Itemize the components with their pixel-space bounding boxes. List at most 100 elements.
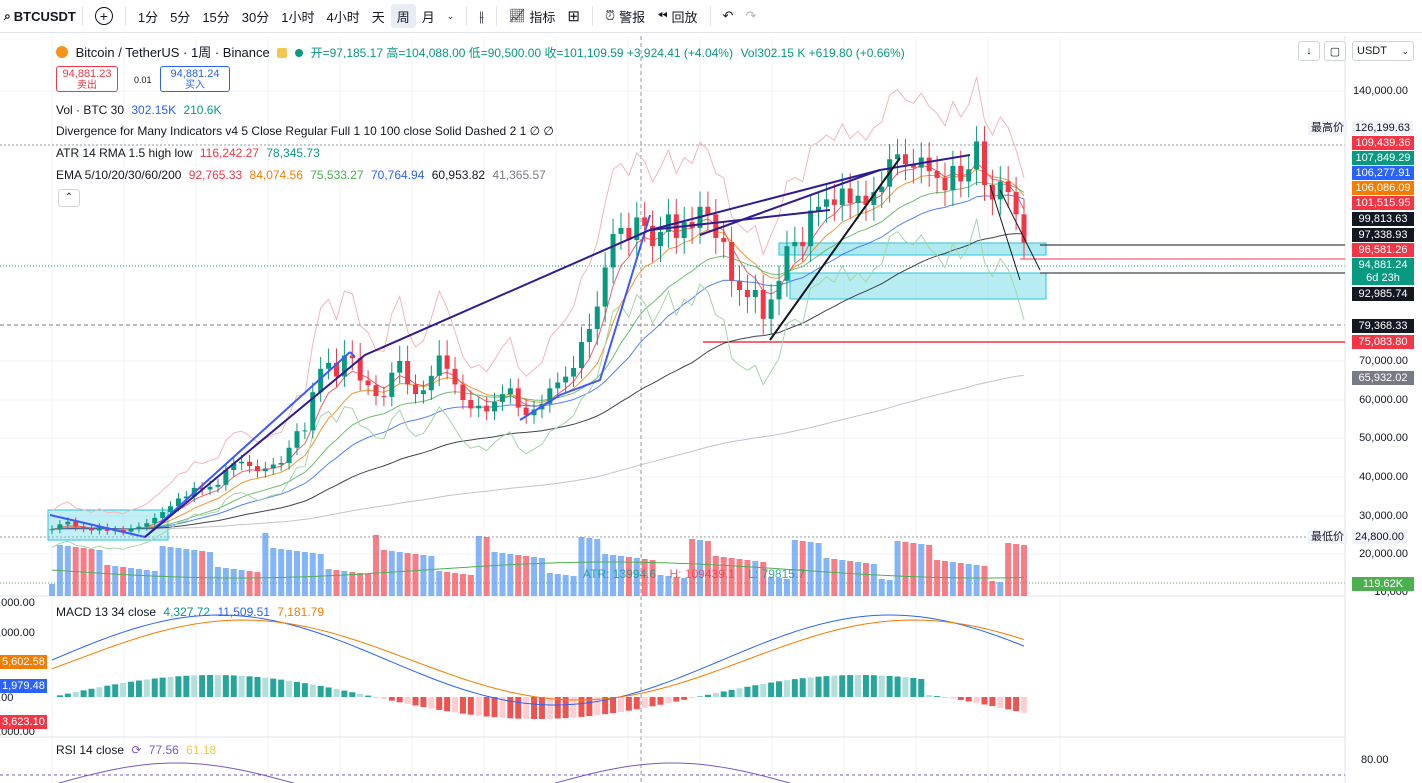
candle — [737, 265, 743, 306]
candle — [934, 155, 940, 194]
candle — [49, 525, 55, 535]
candle — [436, 340, 442, 387]
candle — [468, 390, 474, 418]
candle — [326, 348, 332, 380]
candle — [578, 326, 584, 379]
candle — [270, 457, 276, 476]
timeframe-2[interactable]: 15分 — [202, 9, 230, 25]
candle — [950, 150, 956, 207]
replay-button[interactable]: ⏪︎ 回放 — [651, 4, 703, 28]
currency-select[interactable]: USDT ⌄ — [1352, 41, 1414, 61]
timeframe-group: 1分 5分 15分 30分 1小时 4小时天周月 — [132, 4, 441, 28]
sell-button[interactable]: 94,881.23 卖出 — [56, 66, 118, 92]
divider — [591, 6, 593, 26]
candle — [341, 340, 347, 387]
candle — [602, 252, 608, 323]
candle — [816, 191, 822, 227]
atr-overlay: ATR: 13994.6 H: 109439.1 L: 79815.7 — [583, 567, 809, 581]
volume-values: Vol302.15 K +619.80 (+0.66%) — [740, 46, 905, 60]
atr-overlay-text: ATR: 13994.6 — [583, 567, 657, 581]
compare-button[interactable]: + — [89, 4, 119, 28]
candle — [231, 456, 237, 477]
candle — [863, 180, 869, 221]
candle — [73, 517, 79, 531]
candle — [286, 440, 292, 470]
macd-value-tag: 1,979.48 — [0, 679, 47, 693]
chevron-down-icon: ⌄ — [1401, 45, 1409, 56]
timeframe-1[interactable]: 5分 — [170, 9, 191, 25]
candle — [902, 139, 908, 181]
macd-pane — [51, 614, 1027, 719]
scroll-down-button[interactable]: ↓ — [1298, 41, 1320, 61]
candle — [476, 396, 482, 418]
price-tag: 119.62K — [1352, 577, 1414, 591]
macd-axis-label: 0,000.00 — [0, 627, 35, 639]
price-tag: 97,338.93 — [1352, 228, 1414, 242]
timeframe-dropdown[interactable]: ⌄ — [441, 4, 461, 28]
candle — [626, 212, 632, 256]
redo-button[interactable]: ↷ — [739, 4, 762, 28]
candle — [784, 230, 790, 297]
ema-30-line — [51, 194, 1025, 530]
candle — [547, 378, 553, 413]
alarm-clock-icon: ⏰︎ — [604, 8, 616, 23]
candle — [428, 365, 434, 400]
alert-button[interactable]: ⏰︎ 警报 — [599, 4, 651, 28]
price-tag: 94,881.24 — [1352, 258, 1414, 272]
candle — [1021, 199, 1027, 259]
candle — [657, 216, 663, 263]
chart-title: Bitcoin / TetherUS · 1周 · Binance — [75, 45, 270, 60]
ema-v6: 41,365.57 — [492, 168, 546, 182]
fullscreen-button[interactable]: ▢ — [1324, 41, 1346, 61]
divergence-legend: Divergence for Many Indicators v4 5 Clos… — [56, 124, 558, 138]
candle — [96, 523, 102, 535]
candle — [333, 348, 339, 387]
candle — [215, 478, 221, 493]
timeframe-6[interactable]: 天 — [371, 9, 385, 25]
symbol-search[interactable]: ⌕ BTCUSDT — [4, 9, 76, 24]
macd-axis-label: 0.00 — [0, 692, 14, 704]
indicators-label: 指标 — [529, 9, 556, 25]
currency-label: USDT — [1357, 45, 1387, 57]
candle — [855, 180, 861, 219]
buy-button[interactable]: 94,881.24 买入 — [160, 66, 230, 92]
price-tag: 106,277.91 — [1352, 166, 1414, 180]
candle — [247, 454, 253, 473]
square-icon: ▢ — [1329, 45, 1341, 58]
candle — [966, 154, 972, 198]
candle — [254, 459, 260, 478]
timeframe-0[interactable]: 1分 — [137, 9, 159, 25]
candle — [981, 126, 987, 201]
timeframe-8[interactable]: 月 — [421, 9, 435, 25]
price-tag: 6d 23h — [1352, 271, 1414, 285]
rsi-settings-icon[interactable]: ⟳ — [131, 743, 142, 757]
candle — [563, 366, 569, 393]
indicators-button[interactable]: 📈︎ 指标 — [503, 4, 562, 28]
price-tag: 101,515.95 — [1352, 196, 1414, 210]
axis-price-label: 50,000.00 — [1359, 432, 1408, 444]
candle-icon: ⫲ — [479, 7, 484, 24]
candle — [800, 226, 806, 263]
candle — [721, 222, 727, 258]
trend-drawings — [49, 154, 1041, 539]
undo-button[interactable]: ↶ — [717, 4, 740, 28]
chart-type-button[interactable]: ⫲ — [473, 4, 490, 28]
candle — [839, 173, 845, 221]
vol-legend-v2: 210.6K — [183, 103, 222, 117]
price-tag: 96,581.26 — [1352, 243, 1414, 257]
ema-v1: 92,765.33 — [188, 168, 243, 182]
timeframe-5[interactable]: 4小时 — [326, 9, 360, 25]
candle — [610, 218, 616, 284]
timeframe-3[interactable]: 30分 — [241, 9, 270, 25]
layouts-button[interactable]: ⊞ — [561, 4, 586, 28]
candle — [879, 171, 885, 208]
macd-value-tag: 3,623.10 — [0, 715, 47, 729]
lowest-price-label: 最低价 — [1308, 530, 1347, 544]
ema-legend: EMA 5/10/20/30/60/200 92,765.33 84,074.5… — [56, 168, 550, 182]
collapse-legend-button[interactable]: ⌃ — [58, 189, 80, 207]
timeframe-7[interactable]: 周 — [390, 4, 416, 28]
candle — [515, 378, 521, 417]
indicators-icon: 📈︎ — [508, 8, 526, 23]
timeframe-4[interactable]: 1小时 — [281, 9, 315, 25]
